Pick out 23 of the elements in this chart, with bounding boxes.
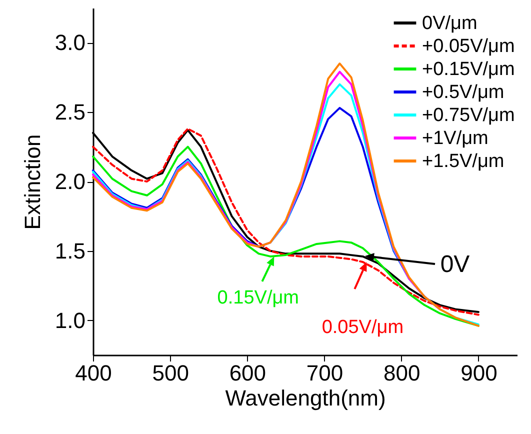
- legend-label: 0V/μm: [422, 13, 478, 34]
- annotation: 0.15V/μm: [217, 287, 300, 308]
- y-axis-title: Extinction: [20, 134, 45, 230]
- y-tick-label: 1.5: [54, 238, 86, 264]
- x-tick-label: 400: [75, 360, 112, 386]
- legend-label: +1V/μm: [422, 128, 488, 149]
- y-tick-label: 3.0: [54, 30, 86, 56]
- legend-label: +1.5V/μm: [422, 151, 504, 172]
- legend-label: +0.75V/μm: [422, 105, 515, 126]
- x-tick-label: 500: [152, 360, 189, 386]
- x-tick-label: 700: [306, 360, 344, 386]
- annotation: 0.05V/μm: [322, 317, 404, 338]
- x-axis-title: Wavelength(nm): [225, 386, 386, 410]
- legend-label: +0.15V/μm: [422, 59, 515, 80]
- y-tick-label: 2.0: [54, 169, 86, 194]
- x-tick-label: 800: [384, 360, 420, 386]
- legend-label: +0.5V/μm: [422, 82, 504, 103]
- y-tick-label: 1.0: [54, 308, 86, 333]
- x-tick-label: 600: [229, 360, 266, 386]
- y-tick-label: 2.5: [54, 100, 86, 125]
- annotation: 0V: [440, 251, 470, 278]
- x-tick-label: 900: [460, 360, 498, 386]
- legend-label: +0.05V/μm: [422, 36, 515, 57]
